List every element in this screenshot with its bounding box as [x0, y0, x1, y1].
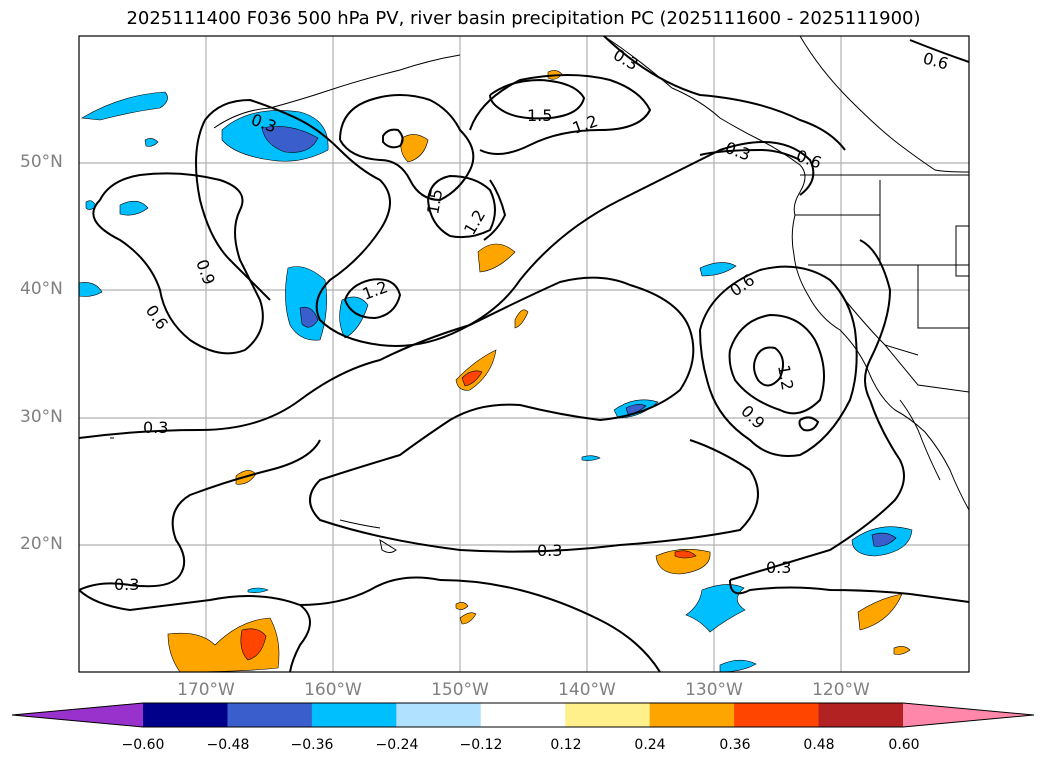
contour-label: 1.5: [423, 187, 446, 215]
colorbar-tick-label: −0.48: [206, 737, 250, 753]
lon-label-120w: 120°W: [812, 680, 870, 700]
colorbar-segment: [396, 703, 482, 727]
lat-label-20n: 20°N: [20, 534, 63, 554]
colorbar-tick-label: −0.60: [121, 737, 165, 753]
lat-label-40n: 40°N: [20, 279, 63, 299]
lat-label-30n: 30°N: [20, 407, 63, 427]
contour-label: 0.3: [766, 558, 791, 577]
colorbar-extend-high: [903, 703, 1034, 727]
pv-contours: [78, 35, 970, 673]
lon-label-140w: 140°W: [558, 680, 616, 700]
colorbar-segment: [649, 703, 735, 727]
colorbar-tick-label: 0.12: [550, 737, 582, 753]
contour-label: 0.3: [114, 575, 139, 594]
graticule: [79, 36, 969, 672]
lon-label-150w: 150°W: [431, 680, 489, 700]
colorbar-tick-label: 0.24: [634, 737, 666, 753]
colorbar-tick-label: −0.36: [290, 737, 334, 753]
colorbar-segment: [143, 703, 228, 727]
colorbar-segment: [311, 703, 397, 727]
colorbar-segment: [818, 703, 904, 727]
contour-label: 0.3: [143, 418, 168, 437]
map-frame: [78, 35, 970, 673]
map-title: 2025111400 F036 500 hPa PV, river basin …: [126, 8, 921, 29]
coastlines: [110, 35, 970, 553]
colorbar: [11, 702, 1035, 728]
colorbar-tick-label: 0.36: [719, 737, 751, 753]
colorbar-tick-label: −0.12: [459, 737, 503, 753]
colorbar-outline: [11, 702, 1035, 728]
colorbar-tick-label: 0.48: [803, 737, 835, 753]
colorbar-tick-label: −0.24: [375, 737, 419, 753]
colorbar-segment: [565, 703, 651, 727]
precip-patches: [78, 70, 913, 673]
lon-label-170w: 170°W: [177, 680, 235, 700]
colorbar-segment: [227, 703, 313, 727]
lon-label-130w: 130°W: [685, 680, 743, 700]
map-background: [79, 36, 969, 672]
colorbar-tick-label: 0.60: [888, 737, 920, 753]
lat-label-50n: 50°N: [20, 152, 63, 172]
colorbar-segment: [734, 703, 820, 727]
contour-label: 0.3: [537, 541, 562, 560]
contour-label: 1.5: [527, 106, 552, 125]
colorbar-segment: [480, 703, 566, 727]
lon-label-160w: 160°W: [304, 680, 362, 700]
colorbar-extend-low: [12, 703, 143, 727]
contour-label-group: 0.3 0.3 0.3 0.3 0.6 0.6 0.6 0.6 0.9 0.9 …: [114, 45, 950, 594]
contour-label: 1.2: [774, 363, 797, 391]
